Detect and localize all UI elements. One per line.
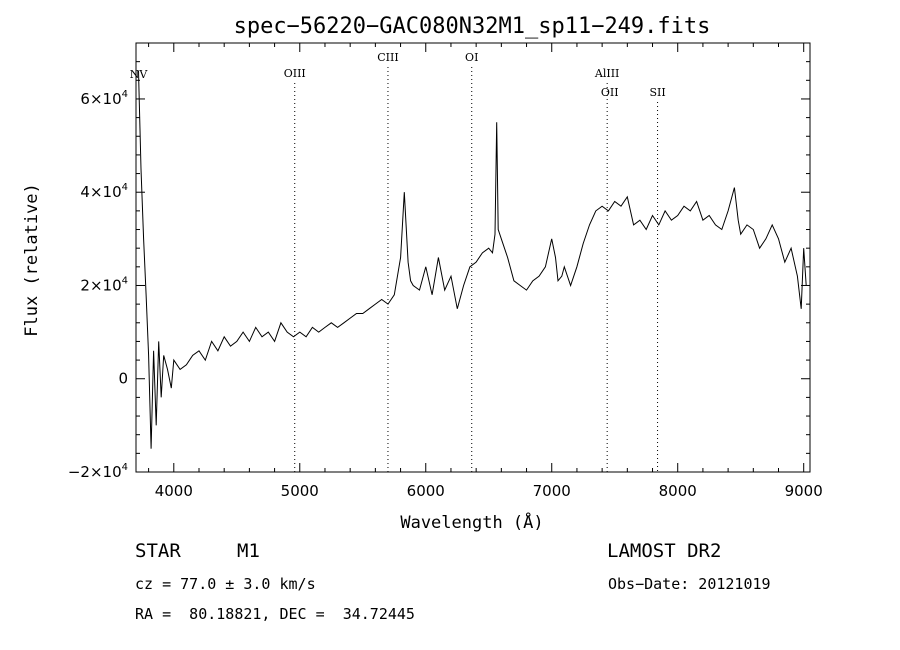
plot-area: 4000 5000 6000 7000 8000 9000 −2×104 0 2×104 4×10… xyxy=(68,42,823,500)
object-class: STAR xyxy=(135,540,181,562)
y-tick-label: −2×104 xyxy=(68,462,128,481)
spectral-line-label: OII xyxy=(601,86,619,99)
x-tick-label: 8000 xyxy=(659,482,697,500)
redshift-readout: cz = 77.0 ± 3.0 km/s xyxy=(135,575,316,593)
x-tick-label: 7000 xyxy=(533,482,571,500)
survey-name: LAMOST DR2 xyxy=(607,540,722,562)
x-tick-label: 5000 xyxy=(281,482,319,500)
y-axis-label: Flux (relative) xyxy=(22,183,42,337)
coordinates-readout: RA = 80.18821, DEC = 34.72445 xyxy=(135,605,415,623)
observation-date: Obs−Date: 20121019 xyxy=(608,575,771,593)
plot-frame xyxy=(135,42,811,473)
x-tick-label: 6000 xyxy=(407,482,445,500)
spectral-line-label: AlIII xyxy=(594,67,620,80)
spectral-line-label: OI xyxy=(465,51,478,64)
spectrum-line xyxy=(138,70,807,449)
object-subclass: M1 xyxy=(237,540,260,562)
x-axis-label: Wavelength (Å) xyxy=(400,511,543,533)
x-tick-label: 9000 xyxy=(785,482,823,500)
y-tick-label: 6×104 xyxy=(80,89,128,108)
x-tick-label: 4000 xyxy=(155,482,193,500)
spectral-line-label: CIII xyxy=(377,51,398,64)
spectral-line-label: OIII xyxy=(284,67,306,80)
y-tick-label: 0 xyxy=(118,370,128,388)
y-tick-label: 4×104 xyxy=(80,182,128,201)
chart-title: spec−56220−GAC080N32M1_sp11−249.fits xyxy=(234,14,711,39)
y-tick-label: 2×104 xyxy=(80,275,128,294)
spectral-line-label: SII xyxy=(649,86,665,99)
